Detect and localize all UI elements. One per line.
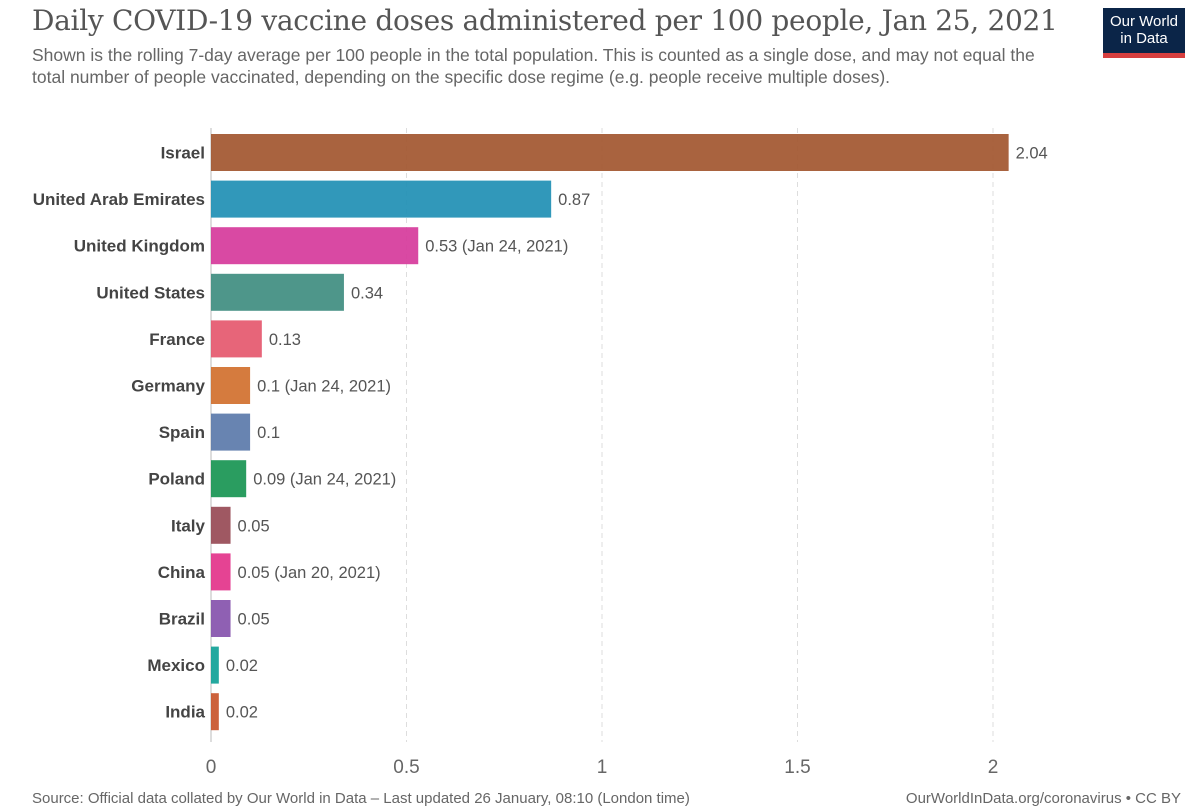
- bar[interactable]: [211, 134, 1009, 171]
- grid-lines: [210, 128, 994, 742]
- logo-line-2: in Data: [1120, 30, 1168, 47]
- category-label: Spain: [159, 423, 205, 442]
- value-label: 0.87: [558, 191, 590, 209]
- value-label: 0.53 (Jan 24, 2021): [425, 238, 568, 256]
- bar[interactable]: [211, 367, 251, 404]
- chart-subtitle: Shown is the rolling 7-day average per 1…: [32, 45, 1035, 87]
- category-label: India: [165, 703, 205, 722]
- value-label: 0.05: [238, 517, 270, 535]
- value-label: 0.1: [257, 424, 280, 442]
- bar[interactable]: [211, 693, 219, 731]
- x-tick-label: 2: [988, 757, 999, 778]
- value-label: 0.02: [226, 657, 258, 675]
- category-label: Israel: [161, 144, 205, 163]
- bars: [211, 134, 1009, 731]
- source-note: Source: Official data collated by Our Wo…: [32, 790, 690, 807]
- chart-title: Daily COVID-19 vaccine doses administere…: [32, 4, 1058, 37]
- x-tick-label: 1.5: [784, 757, 810, 778]
- bar[interactable]: [211, 553, 231, 591]
- bar[interactable]: [211, 180, 552, 218]
- bar[interactable]: [211, 413, 251, 451]
- owid-logo[interactable]: Our World in Data: [1103, 8, 1185, 58]
- x-tick-label: 0: [206, 757, 217, 778]
- x-tick-label: 1: [597, 757, 608, 778]
- bar[interactable]: [211, 273, 344, 311]
- category-label: United Kingdom: [74, 237, 205, 256]
- value-label: 0.09 (Jan 24, 2021): [253, 471, 396, 489]
- value-label: 0.34: [351, 284, 383, 302]
- labels: 0 0.5 1 1.5 2 Israel 2.04 United Arab Emirates 0…: [33, 144, 1048, 779]
- value-label: 0.1 (Jan 24, 2021): [257, 378, 391, 396]
- category-label: United States: [96, 283, 205, 302]
- x-tick-label: 0.5: [393, 757, 419, 778]
- bar[interactable]: [211, 320, 262, 358]
- bar[interactable]: [211, 600, 231, 637]
- value-label: 0.05: [238, 611, 270, 629]
- category-label: China: [158, 563, 206, 582]
- category-label: Germany: [131, 377, 205, 396]
- bar[interactable]: [211, 460, 247, 498]
- category-label: United Arab Emirates: [33, 190, 205, 209]
- value-label: 0.13: [269, 331, 301, 349]
- value-label: 0.02: [226, 704, 258, 722]
- category-label: Mexico: [147, 656, 205, 675]
- category-label: France: [149, 330, 205, 349]
- bar[interactable]: [211, 646, 219, 684]
- source-link[interactable]: OurWorldInData.org/coronavirus • CC BY: [905, 790, 1181, 807]
- value-label: 2.04: [1016, 145, 1048, 163]
- value-label: 0.05 (Jan 20, 2021): [238, 564, 381, 582]
- category-label: Brazil: [159, 610, 205, 629]
- category-label: Poland: [148, 470, 205, 489]
- bar[interactable]: [211, 506, 231, 544]
- bar-chart: 0 0.5 1 1.5 2 Israel 2.04 United Arab Emirates 0…: [33, 128, 1048, 779]
- logo-line-1: Our World: [1109, 13, 1179, 30]
- category-label: Italy: [171, 516, 206, 535]
- bar[interactable]: [211, 227, 419, 265]
